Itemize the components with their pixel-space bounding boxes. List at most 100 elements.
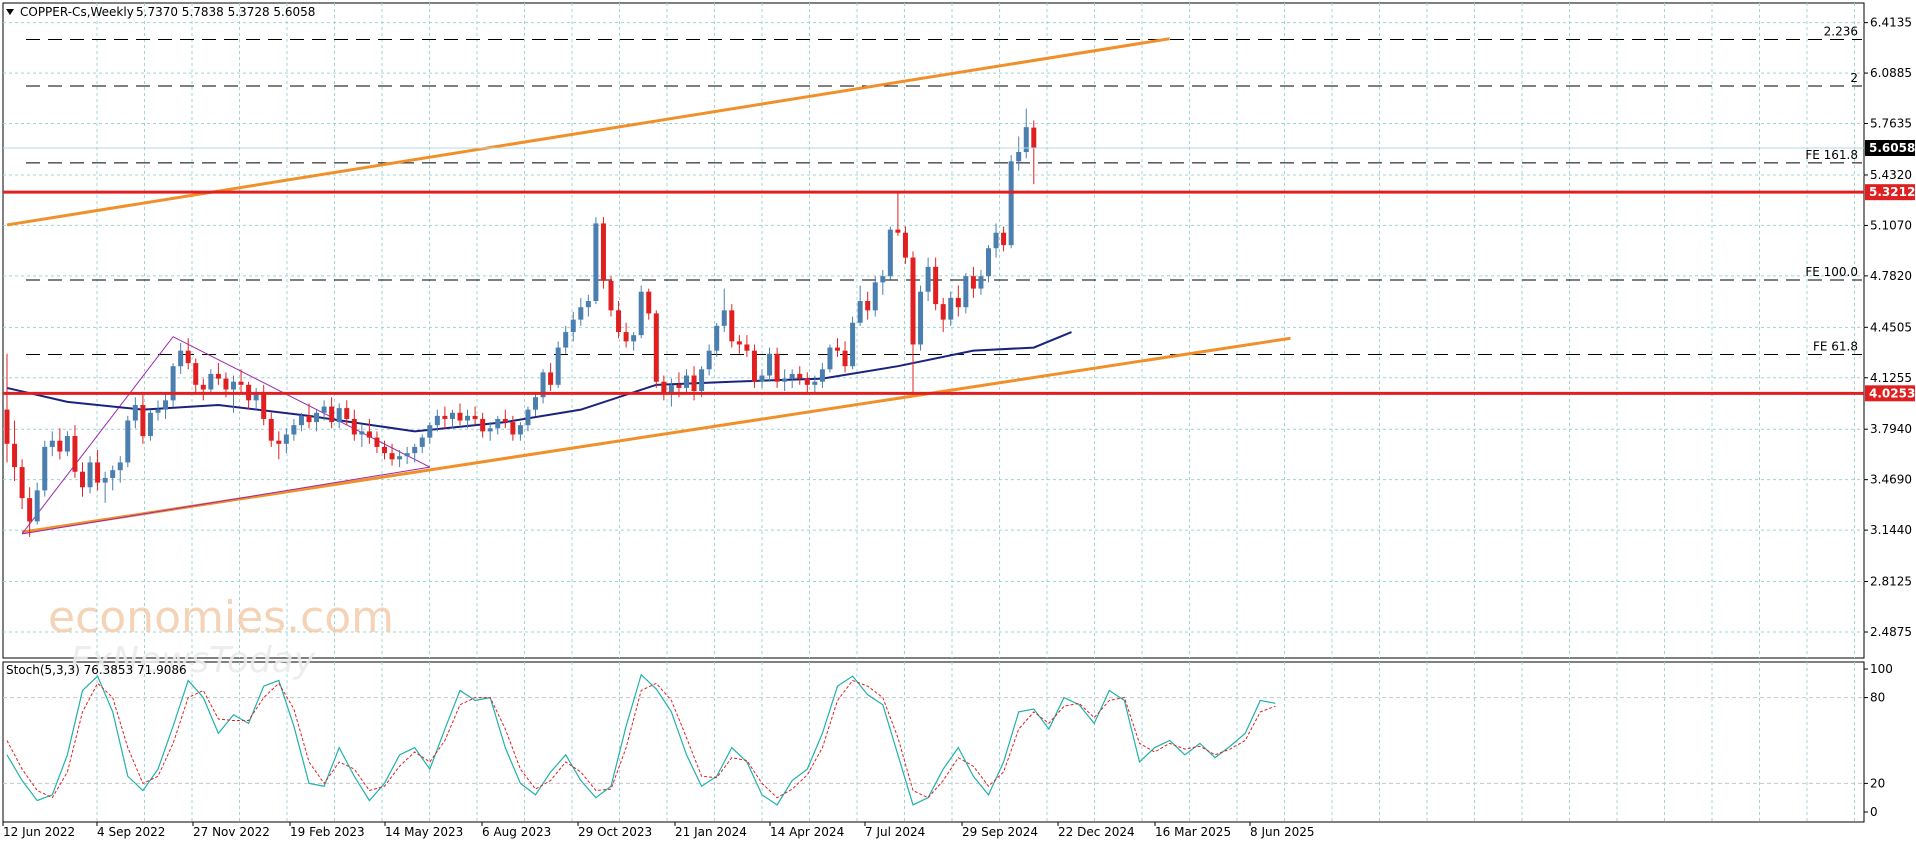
candle-body (721, 310, 727, 326)
candle (978, 269, 984, 295)
candle-body (736, 341, 742, 345)
stoch-level-label: 0 (1870, 805, 1878, 819)
candle (646, 288, 652, 320)
last-price-label: 5.6058 (1869, 141, 1915, 155)
pattern-lines (21, 336, 431, 535)
candle-body (993, 232, 999, 249)
candle-body (487, 428, 493, 432)
candle-body (344, 408, 350, 419)
candle-body (329, 406, 335, 423)
candle-body (472, 415, 478, 419)
candle-body (442, 415, 448, 419)
candle (117, 456, 123, 483)
x-tick-label: 12 Jun 2022 (3, 825, 75, 839)
candle-body (215, 373, 221, 379)
candle-body (661, 381, 667, 395)
candle-body (49, 440, 55, 447)
candle-body (336, 408, 342, 423)
candle-body (986, 248, 991, 277)
candle (374, 431, 380, 454)
candle-body (283, 434, 289, 444)
candle (495, 415, 501, 435)
candle (110, 465, 116, 491)
candle-body (231, 381, 236, 390)
candle-body (623, 332, 629, 342)
candle-body (510, 422, 516, 435)
candle-body (57, 440, 63, 452)
x-tick-label: 29 Oct 2023 (578, 825, 652, 839)
candle (510, 415, 516, 441)
grid (2, 2, 1865, 823)
candle (986, 245, 991, 283)
watermark: economies.com FxNewsToday (48, 592, 394, 681)
candle (940, 297, 946, 333)
chart-header: COPPER-Cs,Weekly 5.7370 5.7838 5.3728 5.… (6, 5, 315, 677)
candle (865, 291, 871, 320)
candle-body (419, 437, 425, 447)
candle-body (434, 415, 440, 426)
candle-body (389, 453, 395, 460)
candle-body (427, 425, 433, 438)
axes: 6.4135 6.0885 5.7635 5.4320 5.1070 4.7820 4.45… (2, 16, 1912, 839)
candle (661, 375, 667, 401)
fib-level-label: 2.236 (1824, 24, 1858, 38)
candle (42, 440, 48, 497)
y-tick-label: 2.4875 (1870, 625, 1912, 639)
x-tick-label: 4 Sep 2022 (97, 825, 165, 839)
candle (1031, 120, 1037, 185)
candle-body (1008, 161, 1014, 246)
stoch-panel-border (2, 661, 1865, 823)
y-tick-label: 2.8125 (1870, 575, 1912, 589)
y-tick-label: 5.4320 (1870, 168, 1912, 182)
candle (827, 344, 833, 373)
candle (382, 440, 387, 460)
candle-body (925, 266, 931, 292)
candle-body (585, 301, 591, 308)
stoch-main-line (6, 673, 1276, 806)
candle (163, 394, 169, 419)
candle-body (465, 415, 471, 421)
collapse-triangle-icon[interactable] (6, 9, 14, 15)
candle-body (857, 301, 863, 323)
candle-body (963, 276, 969, 308)
candle (268, 412, 274, 447)
candle (389, 443, 395, 466)
candle (797, 366, 803, 385)
candle-body (902, 232, 908, 258)
candle-body (835, 347, 840, 351)
candle (1016, 136, 1022, 171)
candle (57, 428, 63, 460)
candle-body (397, 456, 403, 460)
candle-body (223, 378, 229, 390)
candle-body (366, 431, 372, 438)
candle-body (306, 415, 312, 423)
candle-body (812, 381, 818, 385)
candle-body (359, 431, 365, 435)
channel-lower-line (21, 336, 1291, 534)
candle (555, 341, 561, 388)
candle (442, 406, 448, 429)
candle-body (502, 418, 508, 423)
support-resistance-lines: 5.3212 4.0253 5.6058 (3, 140, 1915, 402)
candle-body (449, 412, 455, 419)
candle-body (404, 453, 410, 457)
candle-body (804, 378, 810, 385)
candle-body (170, 366, 176, 401)
candle (1008, 155, 1014, 249)
candle-body (631, 335, 637, 342)
candle (314, 409, 320, 432)
watermark-subbrand: FxNewsToday (70, 640, 316, 681)
x-tick-label: 8 Jun 2025 (1250, 825, 1315, 839)
candle-body (34, 490, 40, 522)
sr-price-label: 4.0253 (1869, 386, 1915, 400)
x-tick-label: 14 Apr 2024 (770, 825, 844, 839)
candle-body (253, 394, 259, 401)
candle (238, 369, 244, 395)
stochastic-panel: 0 20 80 100 (3, 662, 1893, 819)
candle (729, 304, 735, 348)
candle (140, 394, 146, 444)
candle (72, 425, 78, 478)
candle-body (842, 350, 848, 367)
candle (95, 450, 101, 491)
